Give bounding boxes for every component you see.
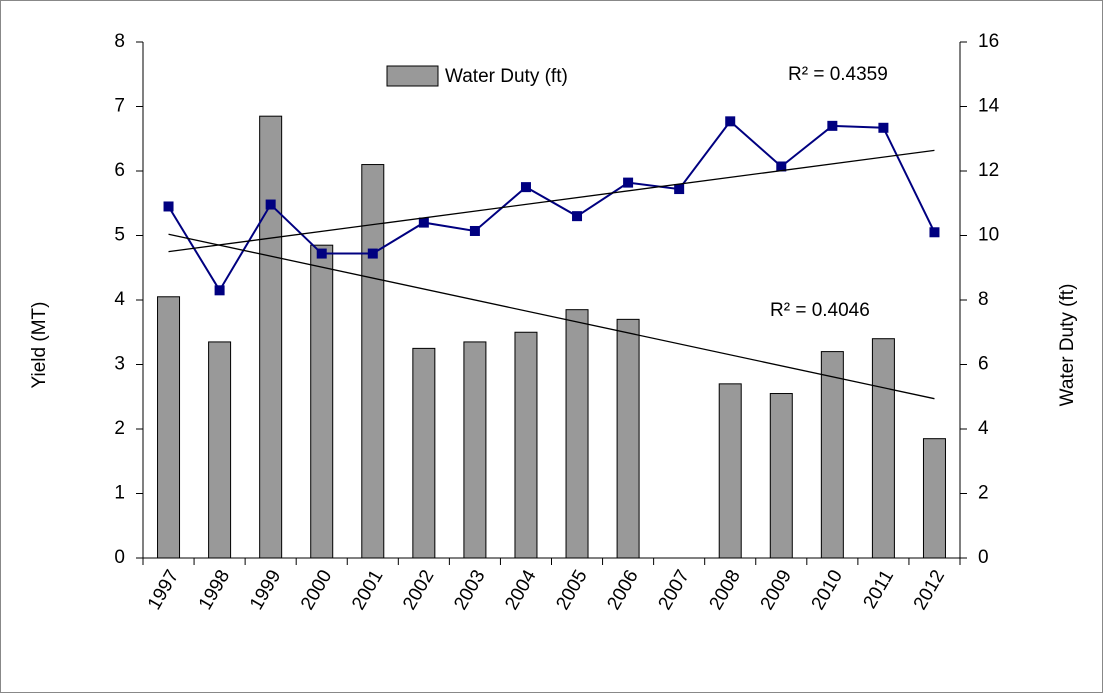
marker <box>776 161 787 172</box>
bar <box>463 341 487 559</box>
y-tick-label: 0 <box>114 547 125 568</box>
y2-tick-label: 10 <box>978 225 999 246</box>
marker <box>316 248 327 259</box>
marker <box>367 248 378 259</box>
y2-tick-label: 6 <box>978 354 989 375</box>
marker <box>214 285 225 296</box>
y2-tick-label: 2 <box>978 483 989 504</box>
bar <box>565 309 589 559</box>
bar <box>259 115 283 559</box>
bar <box>157 296 181 559</box>
marker <box>572 211 583 222</box>
bar <box>208 341 232 559</box>
y-tick-label: 8 <box>114 31 125 52</box>
legend-label: Water Duty (ft) <box>445 66 568 87</box>
marker <box>418 217 429 228</box>
trendline <box>168 149 935 253</box>
bar <box>769 393 793 559</box>
y2-tick-label: 0 <box>978 547 989 568</box>
y-tick-label: 5 <box>114 225 125 246</box>
marker <box>878 122 889 133</box>
y-tick-label: 2 <box>114 418 125 439</box>
marker <box>827 120 838 131</box>
y-tick-label: 1 <box>114 483 125 504</box>
marker <box>623 177 634 188</box>
bar <box>310 244 334 559</box>
trendline-label: R² = 0.4359 <box>788 64 888 85</box>
y-tick-label: 7 <box>114 96 125 117</box>
y-tick-label: 6 <box>114 160 125 181</box>
y2-tick-label: 16 <box>978 31 999 52</box>
marker <box>929 227 940 238</box>
y2-tick-label: 8 <box>978 289 989 310</box>
trendline <box>168 233 935 400</box>
bar <box>871 338 895 559</box>
marker <box>520 182 531 193</box>
y2-axis-title: Water Duty (ft) <box>1057 284 1078 407</box>
y-axis-title: Yield (MT) <box>29 302 50 389</box>
y2-tick-label: 4 <box>978 418 989 439</box>
marker <box>163 201 174 212</box>
marker <box>725 116 736 127</box>
y2-tick-label: 12 <box>978 160 999 181</box>
marker <box>265 199 276 210</box>
bar <box>718 383 742 559</box>
bar <box>616 318 640 559</box>
bar <box>922 438 946 559</box>
marker <box>469 225 480 236</box>
bar <box>412 347 436 559</box>
y-tick-label: 4 <box>114 289 125 310</box>
legend-swatch <box>386 65 439 87</box>
bar <box>361 164 385 559</box>
y2-tick-label: 14 <box>978 96 1000 117</box>
bar <box>514 331 538 559</box>
bar <box>820 351 844 559</box>
marker <box>674 184 685 195</box>
trendline-label: R² = 0.4046 <box>770 300 870 321</box>
y-tick-label: 3 <box>114 354 125 375</box>
